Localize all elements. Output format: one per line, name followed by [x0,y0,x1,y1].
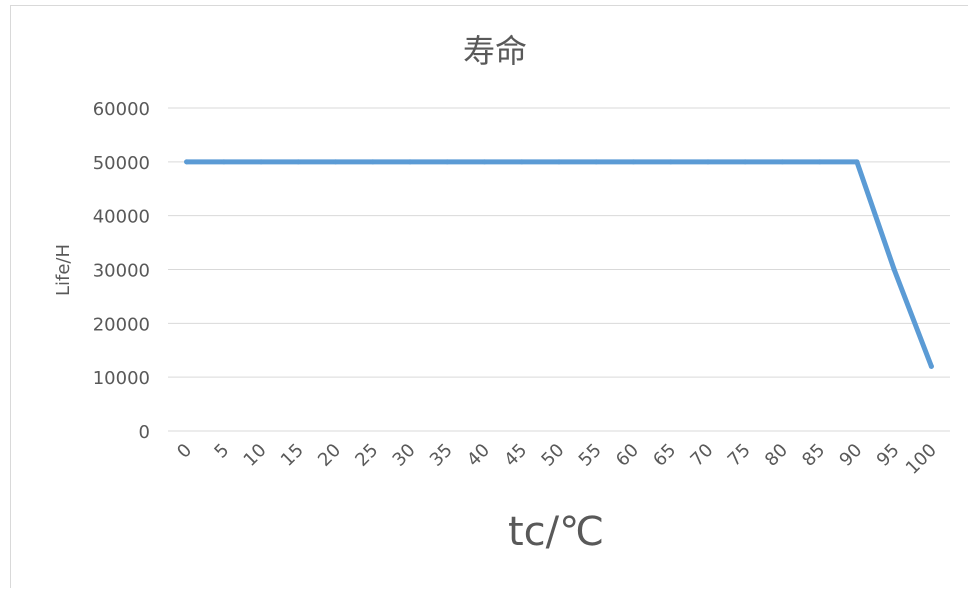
x-tick-label: 85 [798,440,829,471]
data-point [817,159,823,165]
data-point [668,159,674,165]
series-line-0 [184,159,934,369]
x-tick-label: 45 [500,440,531,471]
data-point [184,159,190,165]
x-tick-label: 50 [537,440,568,471]
data-point [630,159,636,165]
data-point [258,159,264,165]
x-tick-label: 0 [173,440,196,463]
x-tick-label: 25 [351,440,382,471]
y-tick-label: 50000 [93,153,150,174]
x-tick-label: 10 [240,440,271,471]
x-tick-label: 55 [575,440,606,471]
x-tick-label: 20 [314,440,345,471]
y-tick-label: 40000 [93,207,150,228]
x-tick-label: 70 [686,440,717,471]
x-tick-label: 90 [835,440,866,471]
data-point [928,363,934,369]
data-point [407,159,413,165]
x-tick-label: 5 [210,440,233,463]
x-tick-label: 75 [724,440,755,471]
y-tick-labels: 0 10000 20000 30000 40000 50000 60000 [93,99,150,443]
x-tick-label: 15 [277,440,308,471]
y-tick-label: 30000 [93,261,150,282]
data-point [482,159,488,165]
gridlines [168,107,950,432]
y-tick-label: 60000 [93,99,150,120]
chart-frame [10,5,968,588]
data-point [221,159,227,165]
y-axis-title: Life/H [53,244,74,296]
data-point [333,159,339,165]
x-tick-label: 95 [873,440,904,471]
x-tick-label: 80 [761,440,792,471]
y-tick-label: 20000 [93,314,150,335]
data-point [593,159,599,165]
chart-title: 寿命 [463,32,527,70]
x-tick-label: 60 [612,440,643,471]
x-tick-label: 30 [389,440,420,471]
x-tick-label: 40 [463,440,494,471]
y-tick-label: 0 [139,422,150,443]
data-point [779,159,785,165]
data-point [742,159,748,165]
data-point [519,159,525,165]
data-point [705,159,711,165]
x-tick-label: 35 [426,440,457,471]
x-axis-title: tc/℃ [508,509,604,555]
data-point [556,159,562,165]
x-tick-labels: 0 5 10 15 20 25 30 35 40 45 50 55 60 65 70 75 80 85 90 9510… [173,440,941,479]
series-layer [184,159,934,369]
data-point [295,159,301,165]
x-tick-label: 65 [649,440,680,471]
data-point [891,267,897,272]
data-point [854,159,860,165]
y-tick-label: 10000 [93,368,150,389]
data-point [444,159,450,165]
data-point [370,159,376,165]
x-tick-label: 100 [902,440,941,479]
